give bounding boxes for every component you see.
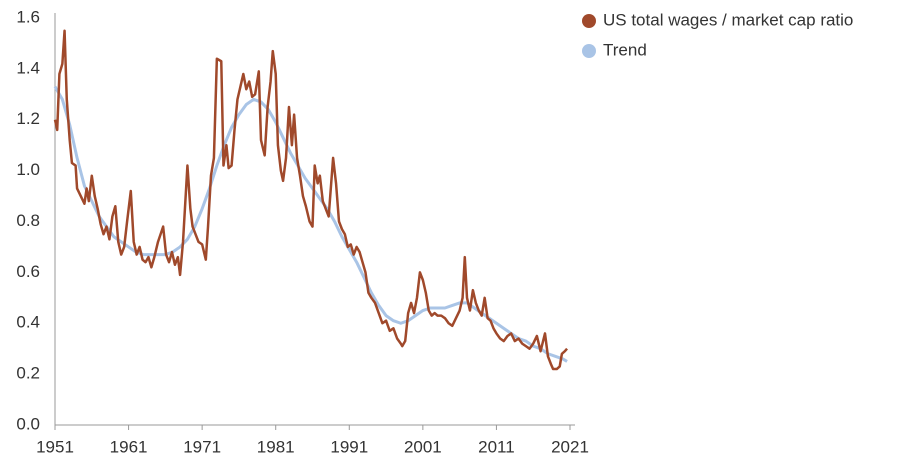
y-tick-label: 1.2 [16, 109, 40, 128]
y-tick-label: 1.0 [16, 160, 40, 179]
x-tick-label: 2001 [404, 437, 442, 456]
series-line [53, 29, 569, 371]
y-tick-label: 0.8 [16, 211, 40, 230]
y-tick-label: 0.0 [16, 414, 40, 433]
y-tick-label: 1.6 [16, 7, 40, 26]
x-tick-label: 2021 [551, 437, 589, 456]
legend-marker [582, 14, 596, 28]
legend-marker [582, 44, 596, 58]
x-tick-label: 2011 [478, 437, 515, 456]
x-tick-label: 1991 [330, 437, 368, 456]
y-tick-label: 0.6 [16, 262, 40, 281]
y-tick-label: 1.4 [16, 58, 40, 77]
y-tick-label: 0.4 [16, 313, 40, 332]
x-tick-label: 1971 [183, 437, 221, 456]
x-tick-label: 1981 [257, 437, 295, 456]
x-tick-label: 1951 [36, 437, 74, 456]
x-tick-label: 1961 [110, 437, 148, 456]
legend-label: Trend [603, 40, 647, 59]
y-tick-label: 0.2 [16, 364, 40, 383]
legend-label: US total wages / market cap ratio [603, 10, 853, 29]
